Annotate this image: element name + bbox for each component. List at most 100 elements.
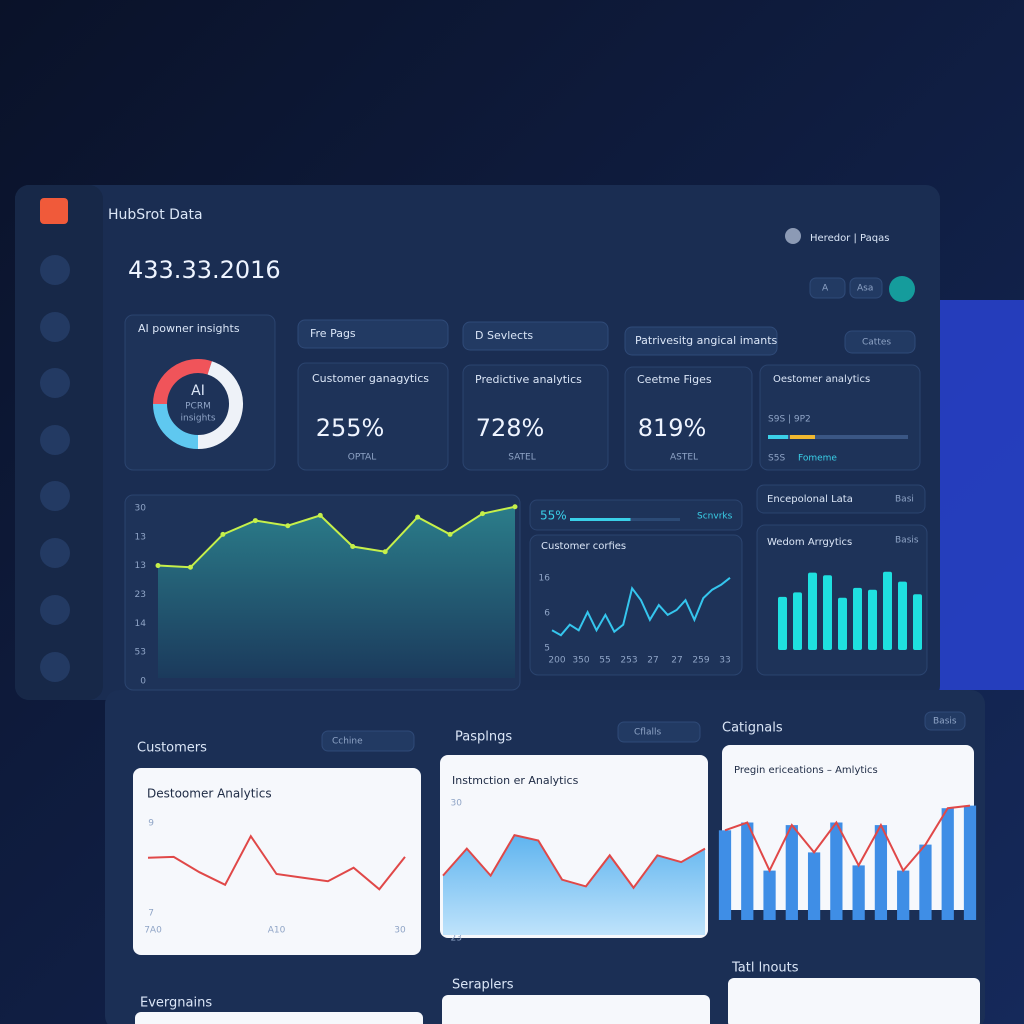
x-axis-label: 55 xyxy=(599,656,610,666)
nav-icon[interactable] xyxy=(40,652,70,682)
action-button[interactable] xyxy=(889,276,915,302)
segment-part xyxy=(790,435,815,439)
nav-icon[interactable] xyxy=(40,538,70,568)
line xyxy=(157,505,516,569)
section-control[interactable] xyxy=(321,730,415,752)
section-title: Customers xyxy=(137,741,207,756)
line xyxy=(442,833,706,890)
white-card xyxy=(442,995,710,1024)
segment-label: S5S xyxy=(768,454,785,464)
point xyxy=(350,544,356,550)
y-axis-label: 53 xyxy=(135,648,146,658)
filter-dropdown[interactable] xyxy=(297,319,449,349)
kpi-caption: SATEL xyxy=(508,453,536,463)
point xyxy=(382,549,388,555)
y-axis-label: 7 xyxy=(148,909,154,919)
x-axis-label: 350 xyxy=(572,656,589,666)
nav-icon[interactable] xyxy=(40,425,70,455)
bar xyxy=(874,825,888,920)
x-axis-label: 259 xyxy=(692,656,709,666)
bar xyxy=(808,572,817,650)
bar xyxy=(919,844,932,920)
nav-icon[interactable] xyxy=(40,255,70,285)
filter-label[interactable]: D Sevlects xyxy=(475,329,533,342)
section-control-label[interactable]: Cflalls xyxy=(634,728,661,738)
filter-dropdown[interactable] xyxy=(462,321,609,351)
segment-label: S9S | 9P2 xyxy=(768,415,811,425)
bar xyxy=(838,597,847,650)
section-title: Pasplngs xyxy=(455,730,512,745)
section-control[interactable] xyxy=(617,721,701,743)
kpi-value: 819% xyxy=(638,414,707,442)
bar xyxy=(785,825,798,920)
toolbar-label[interactable]: Asa xyxy=(857,284,873,294)
progress-bar xyxy=(570,518,631,521)
section-control-label[interactable]: Basis xyxy=(933,717,957,727)
footer-title: Tatl lnouts xyxy=(731,961,799,976)
line xyxy=(724,804,971,873)
section-control-label[interactable]: Cchine xyxy=(332,737,363,747)
white-card xyxy=(722,745,974,910)
section-control[interactable] xyxy=(924,711,966,731)
donut-center: PCRM xyxy=(185,402,211,412)
x-axis-label: 253 xyxy=(620,656,637,666)
toolbar-button[interactable] xyxy=(849,277,883,299)
bar xyxy=(807,852,821,920)
card-title: Oestomer analytics xyxy=(773,374,870,385)
x-axis-label: 200 xyxy=(548,656,565,666)
bar xyxy=(830,822,843,920)
search-box[interactable] xyxy=(844,330,916,354)
toolbar-button[interactable] xyxy=(809,277,846,299)
kpi-card xyxy=(624,366,753,471)
y-axis-label: 0 xyxy=(140,677,146,687)
y-axis-label: 5 xyxy=(544,644,550,654)
toolbar-label[interactable]: A xyxy=(822,284,829,294)
y-axis-label: 30 xyxy=(135,504,147,514)
donut-segment xyxy=(153,359,212,405)
point xyxy=(447,531,453,537)
card-button[interactable]: Basis xyxy=(895,536,919,546)
filter-dropdown[interactable] xyxy=(624,326,778,356)
nav-icon[interactable] xyxy=(40,312,70,342)
y-axis-label: 13 xyxy=(135,561,146,571)
white-card xyxy=(133,768,421,955)
card-title: AI powner insights xyxy=(138,322,240,335)
point xyxy=(512,504,518,510)
avatar[interactable] xyxy=(785,228,801,244)
app-title: HubSrot Data xyxy=(108,207,203,223)
segment-card xyxy=(759,364,921,471)
bar xyxy=(868,589,877,650)
nav-icon[interactable] xyxy=(40,481,70,511)
sidebar-icons xyxy=(40,255,70,682)
nav-icon[interactable] xyxy=(40,595,70,625)
x-axis-label: 27 xyxy=(671,656,682,666)
kpi-title: Predictive analytics xyxy=(475,373,582,386)
bar xyxy=(941,808,954,920)
nav-icon[interactable] xyxy=(40,368,70,398)
search-label[interactable]: Cattes xyxy=(862,338,891,348)
filter-label[interactable]: Fre Pags xyxy=(310,327,356,340)
kpi-value: 255% xyxy=(316,414,385,442)
card-title: Pregin ericeations – Amlytics xyxy=(734,765,878,776)
y-axis-label: 13 xyxy=(135,532,146,542)
area xyxy=(443,835,705,935)
point xyxy=(252,518,258,524)
y-axis-label: 14 xyxy=(135,619,147,629)
user-name[interactable]: Heredor | Paqas xyxy=(810,233,889,244)
card-title: Customer corfies xyxy=(541,541,626,552)
bar xyxy=(853,587,862,650)
logo xyxy=(40,198,68,224)
y-axis-label: 23 xyxy=(451,934,462,944)
filter-label[interactable]: Patrivesitg angical imants xyxy=(635,334,778,347)
area xyxy=(158,506,515,678)
y-axis-label: 23 xyxy=(135,590,146,600)
card-title: Wedom Arrgytics xyxy=(767,537,852,548)
x-axis-label: A10 xyxy=(268,926,286,936)
y-axis-label: 16 xyxy=(539,574,551,584)
panel-title: Encepolonal Lata xyxy=(767,494,853,505)
kpi-title: Customer ganagytics xyxy=(312,372,429,385)
panel-button[interactable]: Basi xyxy=(895,495,914,505)
donut-center: insights xyxy=(180,414,215,424)
progress-label: 55% xyxy=(540,509,567,523)
kpi-value: 728% xyxy=(476,414,545,442)
